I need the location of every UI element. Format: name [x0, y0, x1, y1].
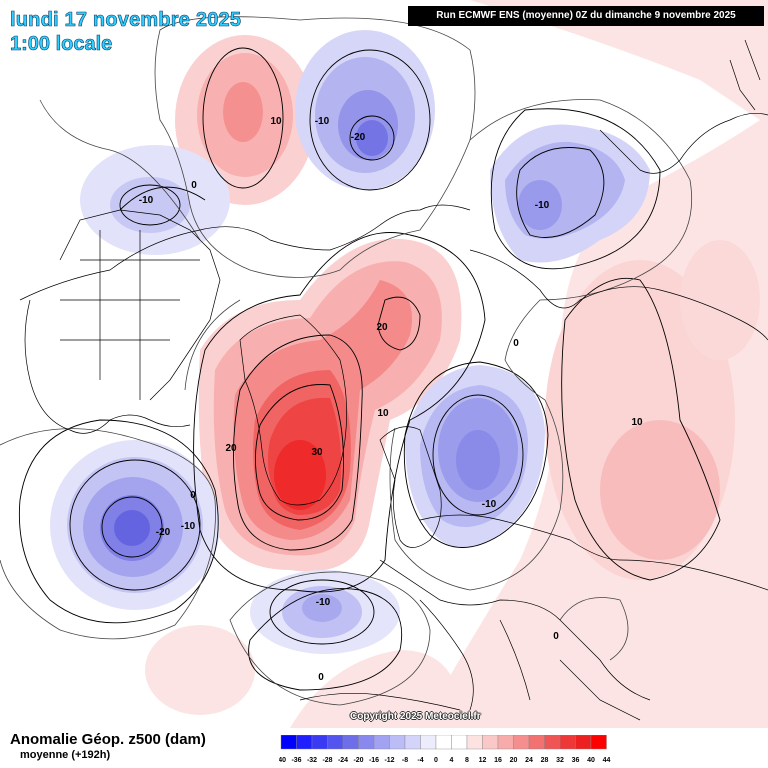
- label-0-alaska: 0: [191, 180, 197, 191]
- forecast-date: lundi 17 novembre 2025: [10, 9, 242, 32]
- legend-tick-label: -32: [307, 757, 317, 764]
- label-m10-alaska: -10: [139, 195, 154, 206]
- negative-anomaly-hudson: [50, 440, 220, 610]
- legend-swatch: [404, 735, 421, 750]
- map-subtitle: moyenne (+192h): [20, 749, 111, 761]
- label-0-labrador: 0: [190, 490, 196, 501]
- legend-tick-label: -8: [402, 757, 408, 764]
- legend-tick-label: 16: [494, 757, 502, 764]
- legend-swatch: [420, 735, 437, 750]
- positive-anomaly-asia: [145, 0, 768, 728]
- legend-swatch: [497, 735, 514, 750]
- legend-tick-label: 24: [525, 757, 533, 764]
- color-scale-legend: -40-36-32-28-24-20-16-12-8-4048121620242…: [279, 735, 611, 764]
- legend-tick-label: -28: [322, 757, 332, 764]
- legend-swatch: [296, 735, 313, 750]
- legend-swatch: [389, 735, 406, 750]
- legend-tick-label: 44: [603, 757, 611, 764]
- legend-tick-label: 40: [587, 757, 595, 764]
- legend-tick-label: -12: [384, 757, 394, 764]
- legend-swatch: [327, 735, 344, 750]
- legend-swatch: [342, 735, 359, 750]
- legend-tick-label: 8: [465, 757, 469, 764]
- legend-swatch: [280, 735, 297, 750]
- legend-swatch: [559, 735, 576, 750]
- legend-swatch: [311, 735, 328, 750]
- run-info-banner: Run ECMWF ENS (moyenne) 0Z du dimanche 9…: [408, 6, 764, 26]
- legend-swatch: [590, 735, 607, 750]
- positive-anomaly-greenland: [198, 238, 462, 572]
- legend-tick-label: -20: [353, 757, 363, 764]
- coastlines: [19, 39, 768, 721]
- map-title: Anomalie Géop. z500 (dam): [10, 731, 206, 748]
- label-20-greenland-west: 20: [225, 443, 237, 454]
- legend-tick-label: -24: [338, 757, 348, 764]
- label-m10-labrador: -10: [181, 521, 196, 532]
- copyright-text: Copyright 2025 Meteociel.fr: [350, 711, 481, 722]
- legend-swatch: [435, 735, 452, 750]
- label-20-arctic: 20: [376, 322, 388, 333]
- legend-tick-label: 12: [479, 757, 487, 764]
- legend-swatch: [451, 735, 468, 750]
- contour-label-layer: 10 -10 -20 0 -10 -10 20 0 10 20 30 0 -10…: [139, 116, 643, 683]
- label-10-greenland-east: 10: [377, 408, 389, 419]
- legend-tick-label: 0: [434, 757, 438, 764]
- legend-swatch: [513, 735, 530, 750]
- negative-anomaly-atlantic: [250, 570, 400, 654]
- legend-swatch: [358, 735, 375, 750]
- legend-tick-label: 4: [450, 757, 454, 764]
- label-m20-siberia: -20: [351, 132, 366, 143]
- legend-tick-label: -4: [417, 757, 423, 764]
- legend-swatch: [466, 735, 483, 750]
- forecast-time: 1:00 locale: [10, 33, 113, 56]
- legend-tick-label: -36: [291, 757, 301, 764]
- label-30-greenland: 30: [311, 447, 323, 458]
- legend-swatch: [544, 735, 561, 750]
- legend-tick-label: 20: [510, 757, 518, 764]
- legend-tick-label: -16: [369, 757, 379, 764]
- label-0-arctic: 0: [513, 338, 519, 349]
- negative-anomaly-bering: [295, 30, 435, 190]
- zero-contours: [0, 16, 693, 706]
- label-10-asia: 10: [631, 417, 643, 428]
- legend-swatch: [482, 735, 499, 750]
- label-m10-scandinavia: -10: [482, 499, 497, 510]
- legend-tick-label: 36: [572, 757, 580, 764]
- label-0-europe: 0: [553, 631, 559, 642]
- label-m20-hudson: -20: [156, 527, 171, 538]
- label-10-north-pacific: 10: [270, 116, 282, 127]
- legend-tick-label: 28: [541, 757, 549, 764]
- label-m10-east-asia: -10: [535, 200, 550, 211]
- legend-tick-label: 32: [556, 757, 564, 764]
- negative-anomaly-alaska: [80, 145, 230, 255]
- label-m10-atlantic: -10: [316, 597, 331, 608]
- negative-anomaly-scandinavia: [405, 365, 545, 548]
- legend-swatch: [575, 735, 592, 750]
- label-0-atlantic-south: 0: [318, 672, 324, 683]
- legend-swatch: [528, 735, 545, 750]
- contour-lines: [18, 47, 721, 691]
- label-m10-bering: -10: [315, 116, 330, 127]
- legend-swatch: [373, 735, 390, 750]
- legend-tick-label: -40: [279, 757, 286, 764]
